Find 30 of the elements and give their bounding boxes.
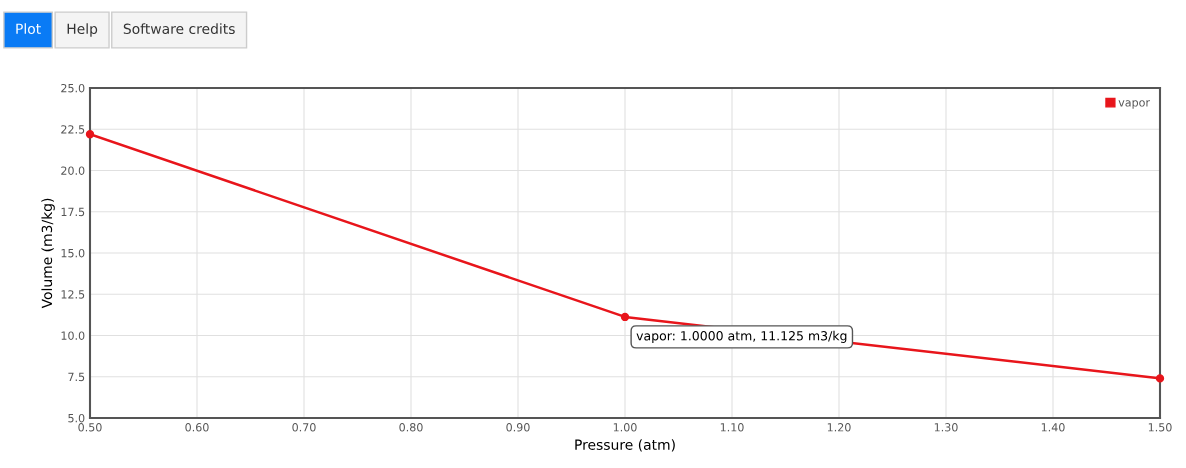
x-tick-label: 0.50 <box>78 423 102 432</box>
y-tick-label: 15.0 <box>61 248 85 258</box>
x-tick-label: 0.80 <box>399 423 423 432</box>
text: Help <box>67 23 98 37</box>
x-tick-label: 1.40 <box>1041 423 1065 432</box>
y-tick-label: 5.0 <box>68 413 85 423</box>
x-tick-label: 0.90 <box>506 423 530 432</box>
x-tick-label: 1.30 <box>934 423 958 432</box>
point <box>85 130 95 139</box>
y-axis-title: Volume (m3/kg) <box>41 198 55 309</box>
y-tick-label: 7.5 <box>68 372 85 382</box>
point <box>1155 374 1165 383</box>
y-tick-label: 10.0 <box>61 331 85 340</box>
x-axis-title: Pressure (atm) <box>575 439 675 452</box>
x-tick-label: 0.70 <box>292 423 316 432</box>
x-tick-label: 1.10 <box>720 423 744 432</box>
x-tick-label: 1.50 <box>1148 423 1172 432</box>
x-tick-label: 1.20 <box>827 423 851 432</box>
y-tick-label: 22.5 <box>61 125 85 134</box>
y-tick-label: 12.5 <box>61 290 85 299</box>
x-tick-label: 0.60 <box>185 423 209 432</box>
y-tick-label: 25.0 <box>61 83 85 93</box>
text: Software credits <box>123 23 235 35</box>
y-tick-label: 17.5 <box>61 207 85 217</box>
legend-label: vapor <box>1118 100 1150 109</box>
point <box>620 312 630 322</box>
x-tick-label: 1.00 <box>613 423 637 432</box>
text: Plot <box>16 23 41 35</box>
y-tick-label: 20.0 <box>61 166 85 175</box>
annotation: vapor: 1.0000 atm, 11.125 m3/kg <box>636 330 847 343</box>
